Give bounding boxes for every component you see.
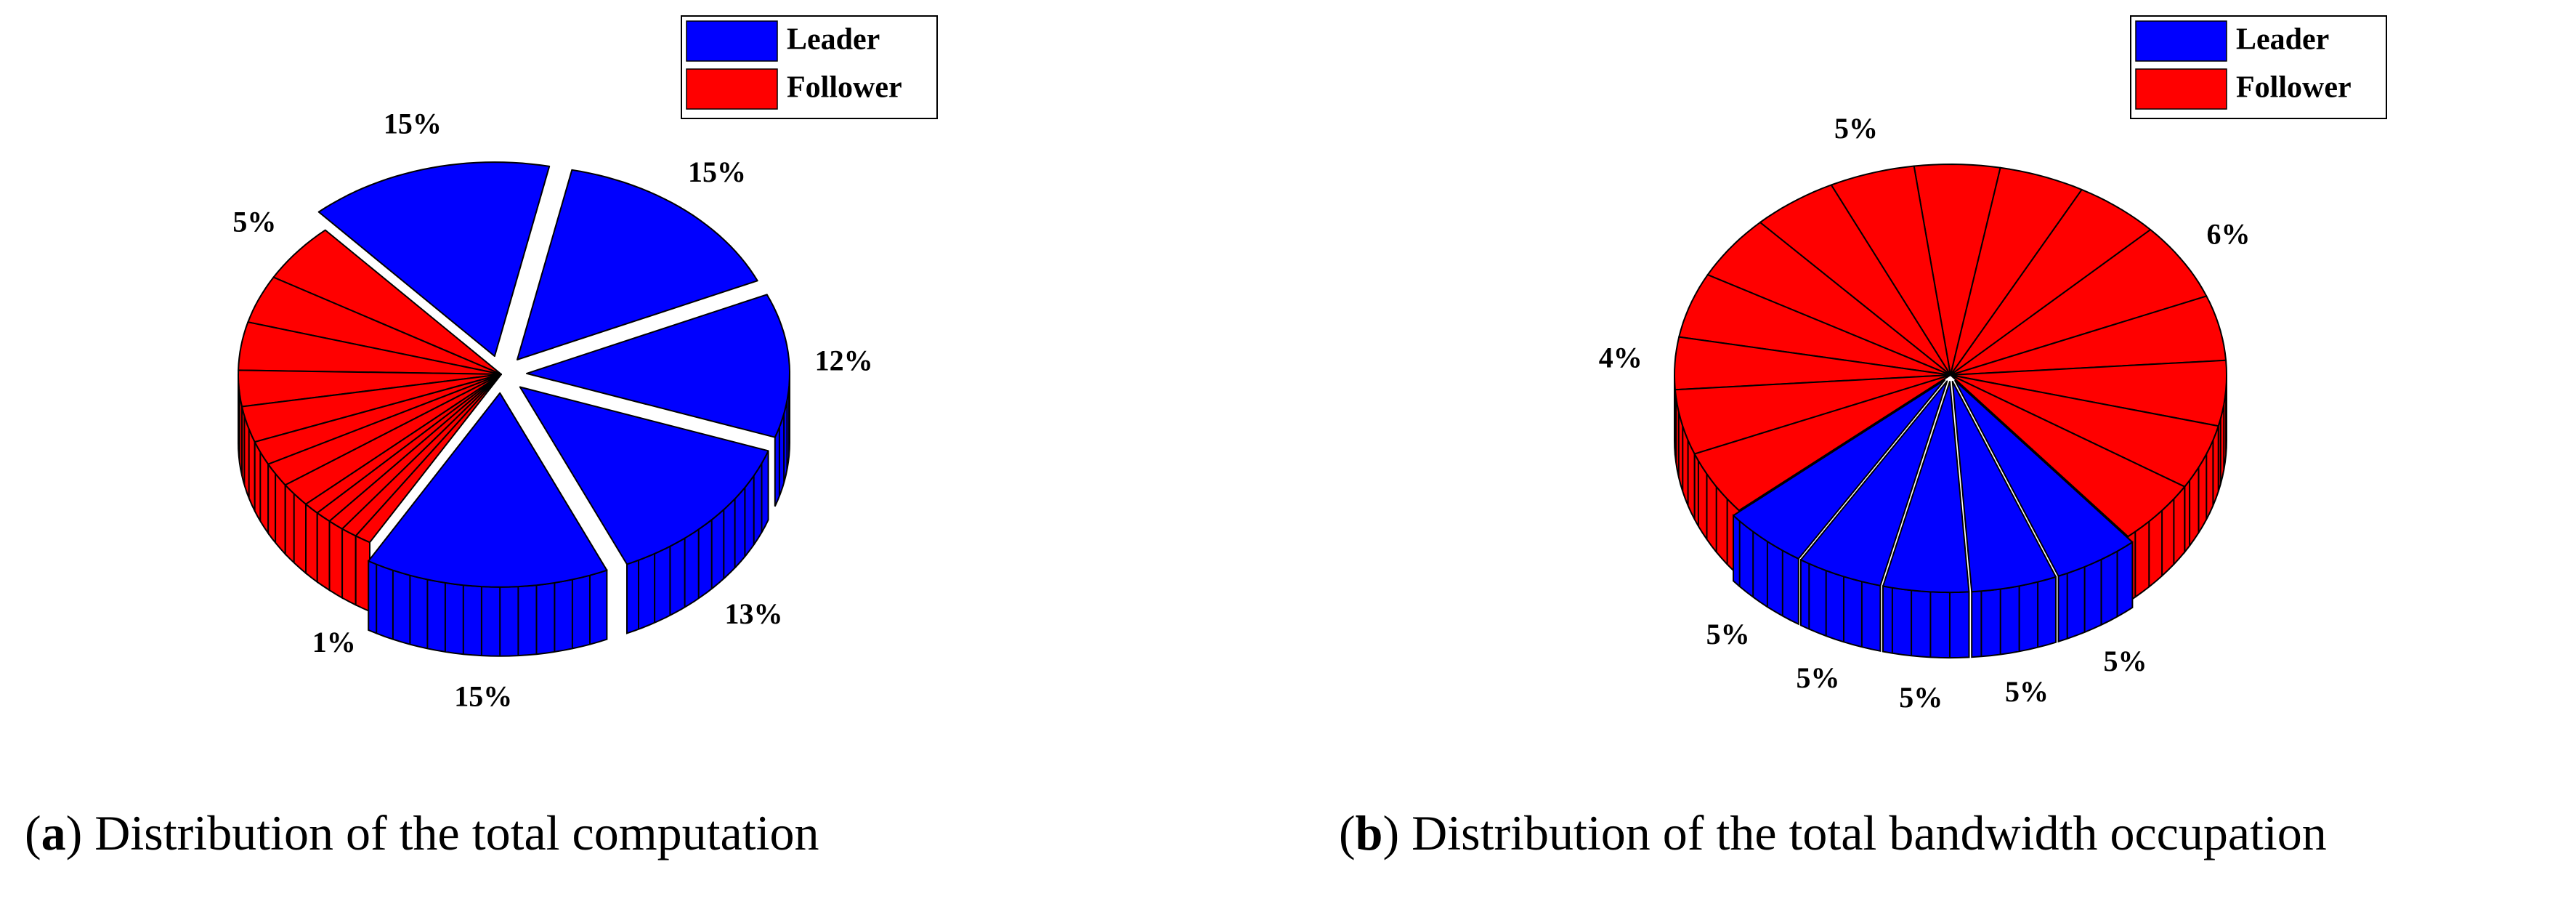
data-label: 15% <box>454 680 512 713</box>
slice <box>1950 229 2208 376</box>
slice <box>1674 336 1951 391</box>
slice-side <box>267 461 286 557</box>
data-label: 6% <box>2206 218 2250 251</box>
slice <box>1950 188 2152 376</box>
data-label: 13% <box>724 597 782 630</box>
caption-part: ) Distribution of the total bandwidth oc… <box>1382 805 2326 860</box>
data-label: 15% <box>384 107 442 140</box>
slice <box>241 374 502 443</box>
slice-side <box>1882 585 1970 659</box>
legend-label: Leader <box>2236 23 2329 57</box>
slice-side <box>341 528 357 607</box>
slice-side <box>305 502 318 584</box>
data-label: 5% <box>2005 675 2049 708</box>
slice <box>238 369 502 408</box>
legend-swatch <box>686 68 778 110</box>
caption-part: ( <box>25 805 41 860</box>
caption-part: ) Distribution of the total computation <box>66 805 819 860</box>
slice <box>1706 222 1951 376</box>
slice <box>1950 374 2186 538</box>
slice <box>238 321 502 375</box>
data-label: 5% <box>1797 661 1840 694</box>
slice <box>1882 381 1970 594</box>
slice <box>1950 374 2219 488</box>
slice <box>1678 274 1951 376</box>
slice <box>368 392 608 588</box>
slice <box>1950 359 2227 427</box>
data-label: 1% <box>312 626 356 658</box>
slice-side <box>1971 576 2057 658</box>
data-label: 12% <box>815 344 873 376</box>
slice <box>247 276 502 375</box>
slice-side <box>1799 558 1882 653</box>
slice <box>526 294 790 438</box>
slice-side <box>316 511 331 592</box>
legend-swatch <box>2135 68 2227 110</box>
slice <box>1830 165 1951 376</box>
data-label: 15% <box>688 156 746 188</box>
caption-part: ( <box>1339 805 1356 860</box>
slice-side <box>328 520 344 600</box>
slice <box>1693 374 1951 512</box>
caption-part: b <box>1356 805 1383 860</box>
slice <box>355 374 502 544</box>
legend-swatch <box>2135 20 2227 62</box>
data-label: 5% <box>232 205 276 238</box>
slice <box>1950 166 2083 376</box>
slice <box>519 386 769 565</box>
slice <box>1733 379 1946 560</box>
data-label: 5% <box>1834 112 1878 145</box>
slice <box>1674 374 1951 455</box>
caption: (a) Distribution of the total computatio… <box>25 805 819 860</box>
caption-part: a <box>41 805 66 860</box>
slice <box>1913 164 2001 376</box>
slice <box>1799 380 1948 586</box>
data-label: 4% <box>1599 342 1643 374</box>
slice-side <box>626 450 769 634</box>
data-label: 5% <box>2104 645 2147 677</box>
legend-label: Follower <box>787 71 902 105</box>
legend: Leader Follower <box>2130 15 2387 119</box>
slice <box>1950 295 2227 376</box>
slice-side <box>368 560 608 657</box>
slice <box>317 161 551 358</box>
data-label: 5% <box>1706 618 1750 650</box>
slice <box>517 169 758 360</box>
legend-swatch <box>686 20 778 62</box>
slice <box>272 229 502 375</box>
slice-side <box>2057 541 2134 643</box>
legend-label: Follower <box>2236 71 2352 105</box>
caption: (b) Distribution of the total bandwidth … <box>1339 805 2327 860</box>
slice <box>1951 380 2057 593</box>
data-label: 5% <box>1899 681 1943 714</box>
slice <box>1954 379 2134 577</box>
slice <box>1759 184 1951 376</box>
legend-label: Leader <box>787 23 880 57</box>
slice-side <box>355 534 370 613</box>
legend: Leader Follower <box>681 15 938 119</box>
slice-side <box>1733 514 1799 626</box>
